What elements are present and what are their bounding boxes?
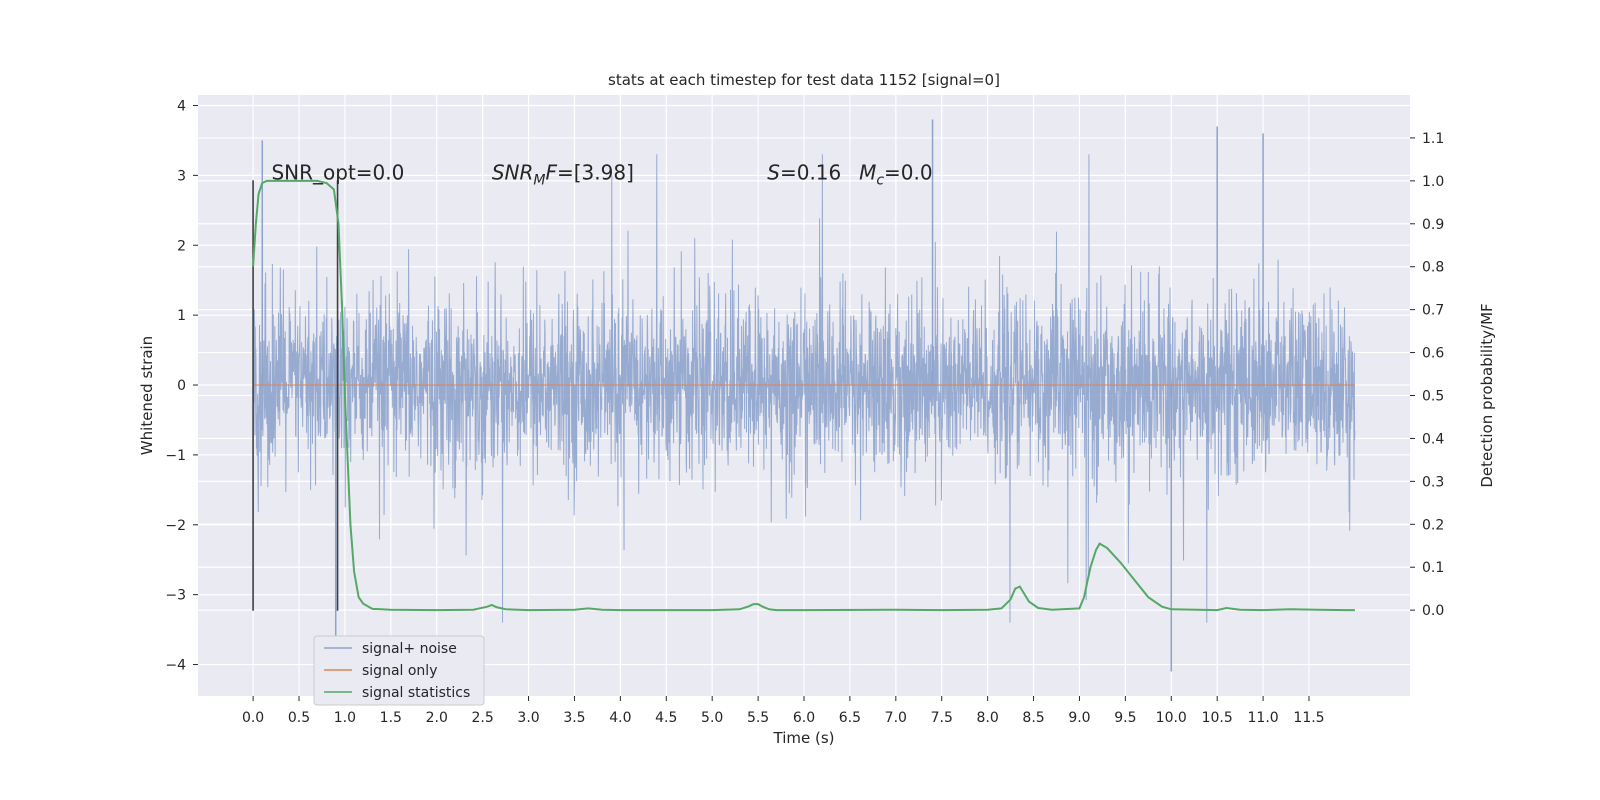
- legend-box: [313, 635, 485, 706]
- y-left-tick-label: 0: [177, 378, 186, 394]
- x-tick-label: 7.0: [885, 710, 907, 726]
- signal-statistics-series: [252, 179, 1355, 612]
- x-tick-label: 4.5: [655, 710, 677, 726]
- annotation-snr-mf: SNRMF=[3.98]: [492, 160, 634, 188]
- legend-label-signal: signal only: [362, 663, 437, 679]
- x-tick-label: 3.5: [563, 710, 585, 726]
- y-right-tick-label: 1.1: [1422, 131, 1444, 147]
- y-right-tick-label: 0.7: [1422, 303, 1444, 319]
- x-tick-label: 3.0: [517, 710, 539, 726]
- x-tick-label: 1.0: [334, 710, 356, 726]
- annotations: SNR_opt=0.0 SNRMF=[3.98] S=0.16 Mc=0.0: [271, 160, 932, 188]
- y-right-tick-label: 0.1: [1422, 560, 1444, 576]
- y-right-tick-label: 0.2: [1422, 517, 1444, 533]
- right-y-axis-label: Detection probability/MF: [1478, 303, 1496, 487]
- x-tick-label: 2.5: [472, 710, 494, 726]
- y-right-tick-label: 0.0: [1422, 603, 1444, 619]
- x-tick-label: 11.0: [1248, 710, 1279, 726]
- x-tick-label: 4.0: [609, 710, 631, 726]
- signal-noise-series: [252, 119, 1356, 672]
- legend-label-noise: signal+ noise: [362, 641, 457, 657]
- x-tick-label: 5.5: [747, 710, 769, 726]
- x-tick-label: 8.5: [1022, 710, 1044, 726]
- chart-title: stats at each timestep for test data 115…: [608, 71, 1000, 89]
- y-right-tick-label: 1.0: [1422, 174, 1444, 190]
- legend: signal+ noise signal only signal statist…: [313, 635, 485, 706]
- y-left-tick-label: 3: [177, 168, 186, 184]
- right-y-axis-ticks: 0.0 0.1 0.2 0.3 0.4 0.5 0.6 0.7 0.8 0.9 1.0 1.1: [1410, 131, 1444, 619]
- y-left-tick-label: −4: [165, 658, 186, 674]
- y-right-tick-label: 0.9: [1422, 217, 1444, 233]
- x-tick-label: 6.5: [839, 710, 861, 726]
- y-right-tick-label: 0.3: [1422, 474, 1444, 490]
- x-tick-label: 0.0: [242, 710, 264, 726]
- x-tick-label: 7.5: [931, 710, 953, 726]
- x-tick-label: 6.0: [793, 710, 815, 726]
- x-tick-label: 0.5: [288, 710, 310, 726]
- y-left-tick-label: 4: [177, 98, 186, 114]
- legend-label-stats: signal statistics: [362, 685, 470, 701]
- y-left-tick-label: 2: [177, 238, 186, 254]
- x-tick-label: 10.5: [1202, 710, 1233, 726]
- y-right-tick-label: 0.4: [1422, 431, 1444, 447]
- stats-line: [252, 179, 1355, 612]
- annotation-s: S=0.16: [767, 160, 841, 184]
- x-axis-label: Time (s): [773, 729, 835, 747]
- y-left-tick-label: −2: [165, 518, 186, 534]
- x-axis-ticks: 0.0 0.5 1.0 1.5 2.0 2.5 3.0 3.5 4.0 4.5 5.0 5.5 6.0 6…: [242, 696, 1325, 726]
- x-tick-label: 1.5: [380, 710, 402, 726]
- x-tick-label: 2.0: [426, 710, 448, 726]
- x-tick-label: 10.0: [1156, 710, 1187, 726]
- annotation-snr-opt: SNR_opt=0.0: [271, 160, 404, 184]
- noise-trace: [252, 154, 1356, 623]
- y-left-tick-label: 1: [177, 308, 186, 324]
- x-tick-label: 9.0: [1068, 710, 1090, 726]
- y-right-tick-label: 0.6: [1422, 346, 1444, 362]
- left-y-axis-label: Whitened strain: [138, 336, 156, 455]
- x-tick-label: 11.5: [1293, 710, 1324, 726]
- y-right-tick-label: 0.8: [1422, 260, 1444, 276]
- y-left-tick-label: −3: [165, 588, 186, 604]
- y-right-tick-label: 0.5: [1422, 389, 1444, 405]
- annotation-mc: Mc=0.0: [859, 160, 933, 188]
- x-tick-label: 8.0: [977, 710, 999, 726]
- y-left-tick-label: −1: [165, 448, 186, 464]
- x-tick-label: 5.0: [701, 710, 723, 726]
- left-y-axis-ticks: −4 −3 −2 −1 0 1 2 3 4: [165, 98, 198, 674]
- x-tick-label: 9.5: [1114, 710, 1136, 726]
